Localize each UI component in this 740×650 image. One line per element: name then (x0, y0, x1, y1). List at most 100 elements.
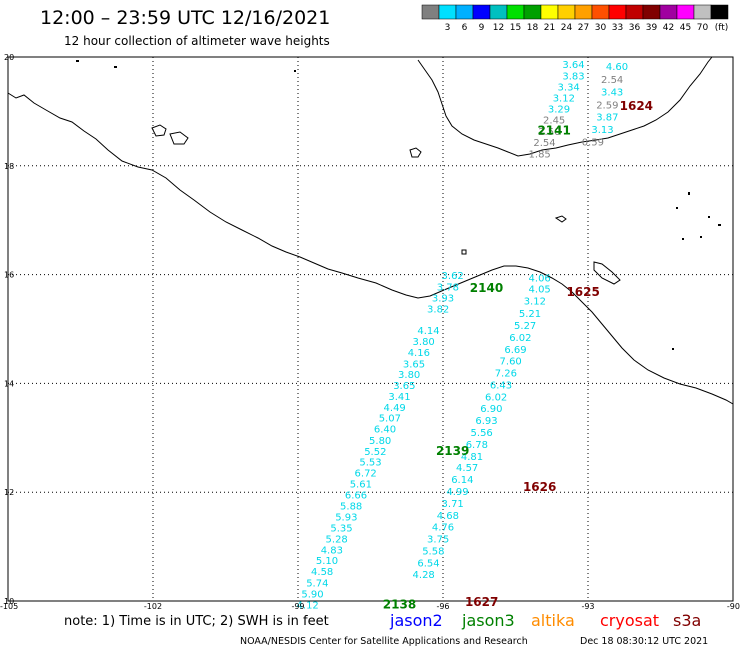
scale-label: 45 (680, 23, 691, 33)
scale-swatch (574, 4, 593, 20)
wave-height-value: 5.27 (514, 321, 536, 332)
small-island (461, 249, 467, 255)
timestamp-text: Dec 18 08:30:12 UTC 2021 (580, 636, 708, 647)
scale-swatch (540, 4, 559, 20)
chart-subtitle: 12 hour collection of altimeter wave hei… (64, 34, 330, 48)
wave-height-value: 4.60 (606, 62, 628, 73)
wave-height-value: 2.54 (601, 75, 623, 86)
scale-swatch (591, 4, 610, 20)
wave-height-value: 6.54 (417, 558, 439, 569)
scale-label: 39 (646, 23, 658, 33)
wave-height-value: 1.85 (529, 149, 551, 160)
scale-label: 24 (561, 23, 573, 33)
scale-label: 12 (493, 23, 504, 33)
scale-swatch (489, 4, 508, 20)
wave-height-value: 6.93 (475, 416, 497, 427)
wave-height-value: 5.61 (350, 479, 372, 490)
scale-swatch (608, 4, 627, 20)
lat-tick-label: 12 (4, 488, 14, 497)
wave-height-value: 6.40 (374, 425, 396, 436)
wave-height-value: 3.41 (388, 392, 410, 403)
wave-height-value: 4.49 (384, 403, 406, 414)
wave-height-value: 3.93 (432, 293, 454, 304)
scale-label: 15 (510, 23, 521, 33)
wave-height-value: 4.28 (413, 570, 435, 581)
wave-height-value: 3.43 (601, 87, 623, 98)
wave-height-value: 3.80 (398, 370, 420, 381)
wave-height-value: 4.76 (432, 522, 454, 533)
scale-swatch (693, 4, 712, 20)
wave-height-value: 4.14 (417, 326, 439, 337)
scale-swatch (557, 4, 576, 20)
axis-tick-labels: -105 -102 -99 -96 -93 -90 20 18 16 14 12 10 (0, 53, 740, 611)
scale-label: 6 (462, 23, 468, 33)
scale-swatch (676, 4, 695, 20)
wave-height-value: 3.75 (427, 534, 449, 545)
wave-height-value: 3.78 (437, 283, 459, 294)
satellite-legend: jason2 jason3 altika cryosat s3a (389, 611, 701, 630)
wave-height-value: 3.29 (548, 105, 570, 116)
scale-swatch (472, 4, 491, 20)
credit-text: NOAA/NESDIS Center for Satellite Applica… (240, 636, 528, 647)
wave-height-value: 5.28 (326, 534, 348, 545)
pass-label: 2141 (537, 123, 570, 137)
chart-title: 12:00 – 23:59 UTC 12/16/2021 (40, 7, 330, 29)
wave-height-value: 4.58 (311, 567, 333, 578)
wave-height-value: 4.83 (321, 545, 343, 556)
wave-height-value: 5.58 (422, 546, 444, 557)
wave-height-values: 3.623.783.933.824.143.804.163.653.803.65… (297, 60, 629, 611)
footer-note: note: 1) Time is in UTC; 2) SWH is in fe… (64, 614, 329, 629)
wave-height-value: 3.62 (442, 271, 464, 282)
pass-label: 2140 (470, 281, 503, 295)
scale-label: 18 (527, 23, 539, 33)
wave-height-value: 3.65 (403, 359, 425, 370)
wave-height-value: 3.87 (596, 112, 618, 123)
small-island (593, 261, 621, 285)
scale-swatch (659, 4, 678, 20)
scale-label: 30 (595, 23, 607, 33)
lon-tick-label: -93 (581, 602, 594, 611)
wave-height-value: 4.57 (456, 463, 478, 474)
wave-height-value: 6.43 (490, 380, 512, 391)
wave-height-value: 4.16 (408, 348, 430, 359)
pass-label: 1627 (465, 595, 498, 609)
wave-height-value: 4.05 (529, 285, 551, 296)
wave-height-value: 4.12 (297, 600, 319, 611)
wave-height-value: 5.52 (364, 447, 386, 458)
wave-height-value: 2.59 (596, 100, 618, 111)
wave-height-value: 5.07 (379, 414, 401, 425)
scale-label: 27 (578, 23, 589, 33)
wave-height-value: 6.14 (451, 475, 473, 486)
lon-tick-label: -99 (291, 602, 304, 611)
scale-label: 21 (544, 23, 555, 33)
wave-height-value: 2.45 (543, 116, 565, 127)
satellite-legend-cryosat: cryosat (600, 611, 659, 630)
scale-swatch (455, 4, 474, 20)
wave-height-value: 3.71 (442, 499, 464, 510)
satellite-legend-jason2: jason2 (389, 611, 443, 630)
wave-height-value: 5.80 (369, 436, 391, 447)
wave-height-value: 6.66 (345, 490, 367, 501)
scale-swatch (421, 4, 440, 20)
scale-swatch (438, 4, 457, 20)
gulf-coastline (417, 56, 713, 157)
scale-label: 9 (479, 23, 485, 33)
pass-label: 2139 (436, 444, 469, 458)
wave-height-value: 5.35 (330, 524, 352, 535)
wave-height-value: 3.83 (562, 71, 584, 82)
wave-height-value: 3.82 (427, 304, 449, 315)
scale-swatch (642, 4, 661, 20)
wave-height-value: 3.34 (558, 82, 580, 93)
scale-label: 42 (663, 23, 674, 33)
wave-height-color-scale: 3 6 9 12 15 18 21 24 27 30 33 36 39 42 45 70 (ft) (421, 4, 728, 33)
pass-label: 1626 (523, 480, 556, 494)
wave-height-value: 2.50 (538, 127, 560, 138)
pacific-coastline (7, 92, 734, 405)
wave-height-value: 5.88 (340, 501, 362, 512)
satellite-legend-jason3: jason3 (461, 611, 515, 630)
small-island (169, 131, 189, 145)
lat-tick-label: 20 (4, 53, 14, 62)
wave-height-value: 5.10 (316, 556, 338, 567)
pass-number-labels: 2140 1625 1624 2141 2139 1626 2138 1627 (383, 99, 653, 611)
